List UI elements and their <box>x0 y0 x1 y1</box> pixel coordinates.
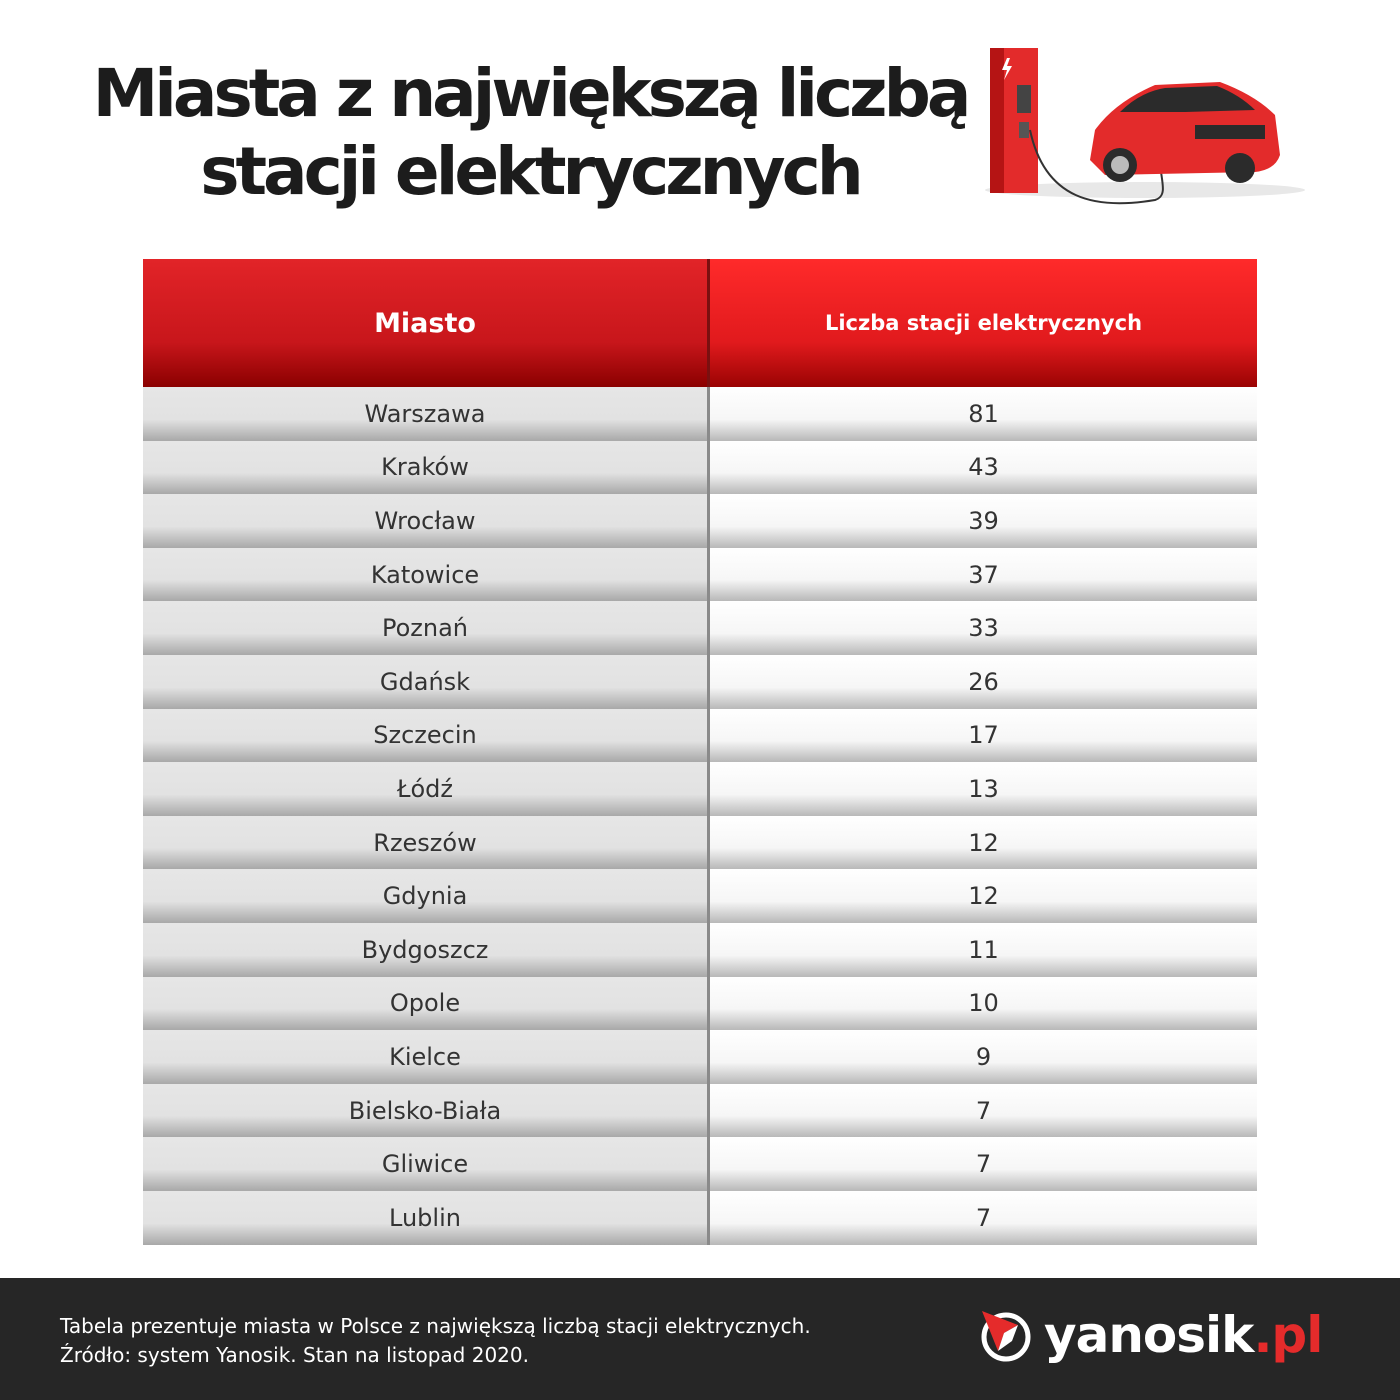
column-header-count: Liczba stacji elektrycznych <box>710 259 1257 387</box>
city-cell: Gliwice <box>143 1137 710 1191</box>
station-count-cell: 13 <box>710 762 1257 816</box>
city-cell: Kraków <box>143 440 710 495</box>
table-row: Łódź 13 <box>143 762 1257 816</box>
station-count-cell: 9 <box>710 1030 1257 1084</box>
yanosik-logo: yanosik.pl <box>978 1306 1323 1364</box>
title-line-2: stacji elektrycznych <box>200 133 864 210</box>
city-cell: Gdynia <box>143 869 710 923</box>
table-row: Bydgoszcz 11 <box>143 922 1257 977</box>
ev-charging-illustration <box>985 48 1305 205</box>
table-row: Bielsko-Biała 7 <box>143 1083 1257 1138</box>
city-cell: Lublin <box>143 1190 710 1245</box>
table-row: Gdańsk 26 <box>143 654 1257 709</box>
table-row: Szczecin 17 <box>143 708 1257 763</box>
footer-note: Tabela prezentuje miasta w Polsce z najw… <box>60 1312 811 1370</box>
station-count-cell: 11 <box>710 922 1257 977</box>
city-cell: Poznań <box>143 601 710 655</box>
logo-suffix: .pl <box>1253 1306 1323 1364</box>
table-row: Gliwice 7 <box>143 1137 1257 1191</box>
electric-car-icon <box>1090 82 1280 183</box>
station-count-cell: 43 <box>710 440 1257 495</box>
stations-table: Miasto Liczba stacji elektrycznych Warsz… <box>143 259 1257 1245</box>
page-title: Miasta z największą liczbą stacji elektr… <box>80 55 980 211</box>
city-cell: Bydgoszcz <box>143 922 710 977</box>
table-row: Kielce 9 <box>143 1030 1257 1084</box>
footer: Tabela prezentuje miasta w Polsce z najw… <box>0 1278 1400 1400</box>
city-cell: Rzeszów <box>143 815 710 870</box>
table-row: Rzeszów 12 <box>143 815 1257 870</box>
station-count-cell: 10 <box>710 976 1257 1031</box>
table-row: Warszawa 81 <box>143 387 1257 441</box>
city-cell: Katowice <box>143 547 710 602</box>
table-row: Poznań 33 <box>143 601 1257 655</box>
station-count-cell: 12 <box>710 815 1257 870</box>
city-cell: Opole <box>143 976 710 1031</box>
station-count-cell: 37 <box>710 547 1257 602</box>
table-row: Opole 10 <box>143 976 1257 1031</box>
station-count-cell: 17 <box>710 708 1257 763</box>
table-header: Miasto Liczba stacji elektrycznych <box>143 259 1257 387</box>
city-cell: Warszawa <box>143 387 710 441</box>
station-count-cell: 7 <box>710 1083 1257 1138</box>
yanosik-compass-icon <box>981 1311 1031 1362</box>
station-count-cell: 7 <box>710 1137 1257 1191</box>
table-row: Gdynia 12 <box>143 869 1257 923</box>
city-cell: Wrocław <box>143 494 710 548</box>
city-cell: Łódź <box>143 762 710 816</box>
logo-text: yanosik <box>1044 1306 1254 1364</box>
station-count-cell: 26 <box>710 654 1257 709</box>
city-cell: Kielce <box>143 1030 710 1084</box>
footer-description: Tabela prezentuje miasta w Polsce z najw… <box>60 1314 811 1338</box>
city-cell: Bielsko-Biała <box>143 1083 710 1138</box>
city-cell: Gdańsk <box>143 654 710 709</box>
station-count-cell: 81 <box>710 387 1257 441</box>
table-row: Lublin 7 <box>143 1190 1257 1245</box>
table-body: Warszawa 81 Kraków 43 Wrocław 39 Katowice 37 Poz… <box>143 387 1257 1245</box>
station-count-cell: 33 <box>710 601 1257 655</box>
station-count-cell: 12 <box>710 869 1257 923</box>
station-count-cell: 7 <box>710 1190 1257 1245</box>
table-row: Kraków 43 <box>143 440 1257 495</box>
column-header-city: Miasto <box>143 259 710 387</box>
city-cell: Szczecin <box>143 708 710 763</box>
footer-source: Źródło: system Yanosik. Stan na listopad… <box>60 1343 529 1367</box>
table-row: Katowice 37 <box>143 547 1257 602</box>
charging-station-icon <box>990 48 1038 193</box>
station-count-cell: 39 <box>710 494 1257 548</box>
table-row: Wrocław 39 <box>143 494 1257 548</box>
title-line-1: Miasta z największą liczbą <box>92 55 972 132</box>
